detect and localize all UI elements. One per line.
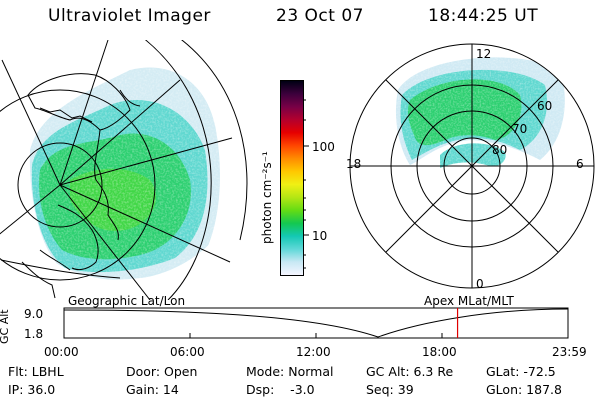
seq-info: Seq: 39 bbox=[366, 382, 414, 397]
orbit-altitude-timeline bbox=[63, 307, 569, 339]
ip-info: IP: 36.0 bbox=[8, 382, 56, 397]
gc-alt-info: GC Alt: 6.3 Re bbox=[366, 364, 454, 379]
mlt-label-midnight: 0 bbox=[476, 277, 484, 291]
glon-info: GLon: 187.8 bbox=[486, 382, 562, 397]
time-tick-0000: 00:00 bbox=[44, 345, 79, 359]
polar-grid bbox=[349, 43, 595, 289]
mlat-label-70: 70 bbox=[512, 122, 527, 136]
polar-mlt-plot: 12 0 18 6 60 70 80 bbox=[346, 43, 595, 291]
time-tick-1800: 18:00 bbox=[422, 345, 457, 359]
mlat-label-80: 80 bbox=[492, 143, 507, 157]
gc-alt-axis-label: GC Alt bbox=[0, 309, 11, 344]
gain-info: Gain: 14 bbox=[126, 382, 179, 397]
mlt-label-dusk: 18 bbox=[346, 157, 361, 171]
geographic-projection-label: Geographic Lat/Lon bbox=[68, 294, 186, 308]
colorbar-tick-marks bbox=[303, 99, 309, 269]
geographic-image-panel bbox=[0, 40, 250, 300]
time-tick-2359: 23:59 bbox=[552, 345, 587, 359]
time-tick-0600: 06:00 bbox=[170, 345, 205, 359]
magnetic-projection-label: Apex MLat/MLT bbox=[424, 294, 514, 308]
observation-time: 18:44:25 UT bbox=[428, 6, 539, 26]
door-info: Door: Open bbox=[126, 364, 198, 379]
dsp-info: Dsp: -3.0 bbox=[246, 382, 315, 397]
altitude-curve bbox=[63, 308, 569, 338]
filter-info: Flt: LBHL bbox=[8, 364, 64, 379]
time-tick-1200: 12:00 bbox=[296, 345, 331, 359]
colorbar-tick-10: 10 bbox=[312, 229, 328, 243]
gc-alt-max-label: 9.0 bbox=[24, 307, 44, 321]
mlt-label-noon: 12 bbox=[476, 47, 491, 61]
polar-speckle-texture bbox=[350, 44, 594, 288]
mlat-label-60: 60 bbox=[537, 99, 552, 113]
instrument-title: Ultraviolet Imager bbox=[48, 6, 211, 26]
gc-alt-min-label: 1.8 bbox=[24, 327, 44, 341]
mlt-label-dawn: 6 bbox=[576, 157, 584, 171]
mode-info: Mode: Normal bbox=[246, 364, 334, 379]
observation-date: 23 Oct 07 bbox=[276, 6, 364, 26]
glat-info: GLat: -72.5 bbox=[486, 364, 556, 379]
colorbar-units-label: photon cm⁻²s⁻¹ bbox=[260, 151, 274, 244]
speckle-texture bbox=[0, 40, 250, 280]
colorbar-tick-100: 100 bbox=[312, 140, 335, 154]
lat-lon-grid bbox=[0, 40, 248, 300]
colorbar bbox=[280, 80, 304, 276]
